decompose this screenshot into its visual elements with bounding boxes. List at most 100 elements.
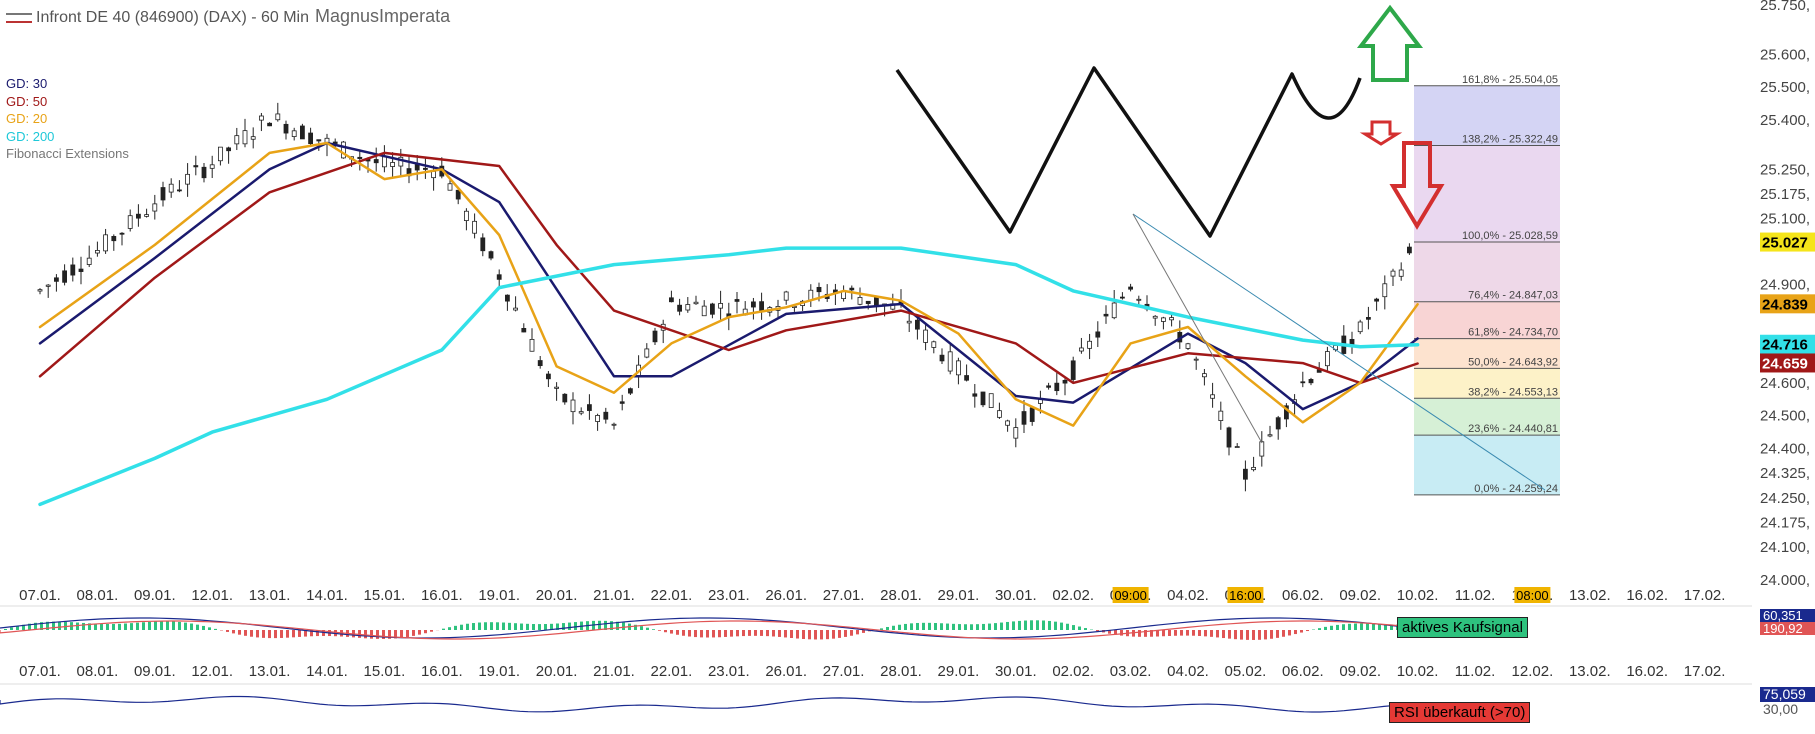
rsi-label-box (1760, 687, 1815, 702)
x-tick-label: 09.02. (1339, 587, 1381, 604)
macd-histogram-bar (1216, 630, 1219, 638)
macd-histogram-bar (652, 629, 655, 630)
y-tick-label: 24.325, (1760, 465, 1810, 482)
candle-body (291, 130, 297, 137)
macd-histogram-bar (370, 630, 373, 639)
y-tick-label: 24.000, (1760, 572, 1810, 589)
candle-body (1054, 382, 1060, 392)
x-tick-label: 02.02. (1052, 587, 1094, 604)
macd-histogram-bar (448, 627, 451, 630)
macd-histogram-bar (1072, 625, 1075, 630)
candle-body (1079, 347, 1084, 352)
macd-x-tick-label: 30.01. (995, 663, 1037, 680)
candle-body (939, 354, 945, 362)
macd-x-tick-label: 23.01. (708, 663, 750, 680)
macd-histogram-bar (424, 630, 427, 634)
x-tick-label: 15.01. (364, 587, 406, 604)
candle-body (619, 401, 625, 404)
candle-body (783, 291, 789, 301)
candle-body (86, 257, 92, 265)
candle-body (1029, 407, 1035, 422)
candle-body (185, 173, 191, 185)
candle-body (390, 162, 396, 167)
macd-histogram-bar (286, 630, 289, 638)
macd-value-label: 190,92 (1763, 621, 1803, 636)
macd-histogram-bar (634, 624, 637, 630)
axes: 24.000, 24.100, 24.175, 24.250, 24.325, 24.40… (19, 0, 1815, 604)
macd-histogram-bar (34, 622, 37, 630)
macd-histogram-bar (820, 630, 823, 640)
candle-body (546, 373, 551, 380)
macd-histogram-bar (574, 622, 577, 630)
macd-histogram-bar (1186, 630, 1189, 636)
x-tick-label: 16.02. (1626, 587, 1668, 604)
macd-x-tick-label: 27.01. (823, 663, 865, 680)
candle-body (906, 320, 912, 324)
fib-level-label: 0,0% - 24.259,24 (1474, 483, 1558, 495)
macd-histogram-bar (292, 630, 295, 638)
macd-histogram-bar (1342, 624, 1345, 630)
macd-histogram-bar (1204, 630, 1207, 637)
candle-body (554, 386, 559, 389)
macd-histogram-bar (1294, 630, 1297, 635)
candle-body (1398, 269, 1404, 277)
macd-x-tick-label: 15.01. (364, 663, 406, 680)
macd-histogram-bar (1054, 621, 1057, 630)
macd-histogram-bar (538, 624, 541, 630)
price-label-box (1760, 334, 1815, 354)
macd-histogram-bar (922, 622, 925, 630)
macd-histogram-bar (1168, 630, 1171, 636)
fib-band (1414, 435, 1560, 495)
x-tick-label: 22.01. (651, 587, 693, 604)
candle-body (988, 393, 994, 408)
w-pattern-drawing (895, 66, 1362, 238)
macd-histogram-bar (520, 623, 523, 630)
y-tick-label: 24.600, (1760, 375, 1810, 392)
candle-body (357, 156, 363, 159)
candle-body (135, 213, 141, 219)
x-tick-label: 10.02. (1397, 587, 1439, 604)
macd-histogram-bar (940, 623, 943, 630)
macd-histogram-bar (1222, 630, 1225, 639)
macd-x-tick-label: 16.01. (421, 663, 463, 680)
x-tick-label: 11.02. (1455, 587, 1496, 604)
macd-histogram-bar (1336, 624, 1339, 630)
fib-band (1414, 368, 1560, 399)
x-tick-label: 14.01. (306, 587, 348, 604)
candle-body (874, 297, 879, 307)
macd-histogram-bar (238, 630, 241, 635)
candle-body (1120, 296, 1125, 299)
candle-body (972, 393, 978, 397)
candle-body (1169, 317, 1174, 321)
time-badge-box (1514, 587, 1551, 603)
macd-histogram-bar (1084, 628, 1087, 630)
macd-histogram-bar (1162, 630, 1165, 637)
instrument-icon (6, 12, 32, 23)
macd-histogram-bar (382, 630, 385, 639)
candle-body (718, 303, 723, 309)
macd-histogram-bar (1024, 620, 1027, 630)
candle-body (1136, 298, 1142, 301)
candle-body (414, 164, 420, 171)
price-label: 25.027 (1762, 235, 1808, 252)
candle-body (734, 299, 740, 302)
candle-body (480, 237, 486, 252)
candle-body (398, 156, 404, 167)
macd-histogram-bar (196, 624, 199, 630)
macd-histogram-bar (946, 623, 949, 630)
candle-body (513, 307, 518, 311)
macd-histogram-bar (202, 625, 205, 630)
candle-body (160, 187, 166, 201)
candle-body (587, 404, 592, 411)
candle-body (685, 304, 691, 311)
macd-histogram-bar (106, 623, 109, 630)
price-label: 24.659 (1762, 355, 1808, 372)
macd-histogram-bar (952, 623, 955, 630)
candle-body (751, 301, 756, 308)
macd-histogram-bar (130, 623, 133, 630)
candle-body (119, 232, 125, 235)
y-tick-label: 24.100, (1760, 539, 1810, 556)
candle-body (980, 391, 986, 406)
candle-body (144, 214, 150, 217)
